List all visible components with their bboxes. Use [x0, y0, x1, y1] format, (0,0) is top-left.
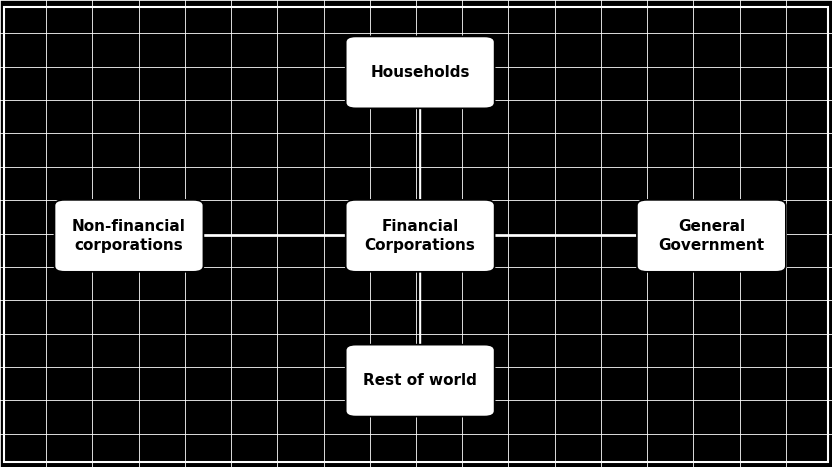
Text: Non-financial
corporations: Non-financial corporations	[72, 219, 186, 253]
Text: Financial
Corporations: Financial Corporations	[364, 219, 476, 253]
FancyBboxPatch shape	[346, 36, 494, 108]
Text: General
Government: General Government	[658, 219, 765, 253]
Text: Households: Households	[370, 65, 470, 80]
Text: Rest of world: Rest of world	[364, 373, 477, 388]
FancyBboxPatch shape	[346, 345, 494, 417]
FancyBboxPatch shape	[55, 200, 204, 272]
FancyBboxPatch shape	[637, 200, 785, 272]
FancyBboxPatch shape	[346, 200, 494, 272]
